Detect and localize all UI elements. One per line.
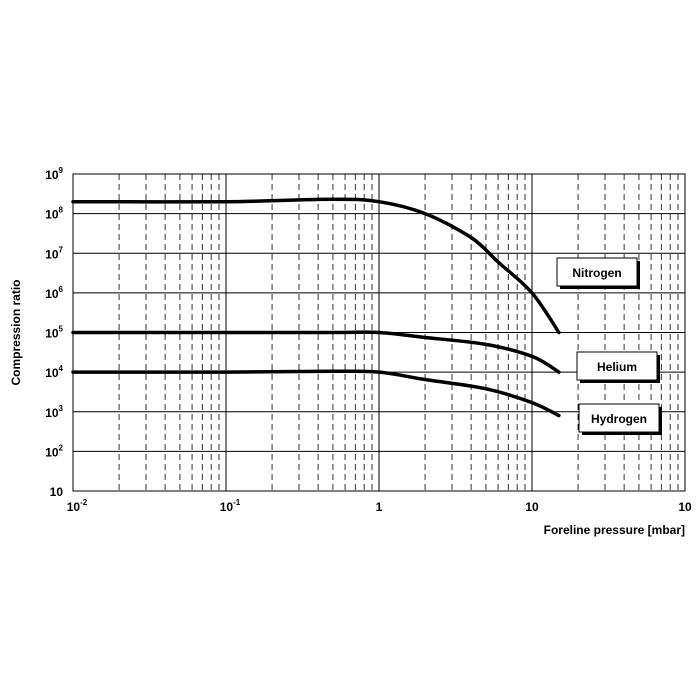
legend-box (578, 403, 660, 433)
y-tick-labels: 10 102 103 104 105 106 107 108 109 (45, 166, 63, 499)
y-tick-label: 103 (45, 404, 63, 420)
x-tick-label: 10-2 (67, 498, 88, 514)
y-tick-label: 106 (45, 285, 63, 301)
y-axis-title: Compression ratio (9, 279, 23, 385)
legend-label-nitrogen: Nitrogen (556, 257, 640, 289)
legend-text: Nitrogen (572, 266, 621, 280)
y-tick-label: 104 (45, 364, 63, 380)
legend-box (576, 351, 658, 381)
x-tick-label: 10 (678, 500, 692, 514)
x-tick-label: 10-1 (220, 498, 241, 514)
series-line-hydrogen (71, 369, 561, 418)
x-tick-label: 1 (376, 500, 383, 514)
legend-text: Helium (597, 360, 637, 374)
series (71, 197, 561, 418)
x-tick-labels: 10-2 10-1 1 10 10 (67, 498, 692, 514)
x-tick-label: 10 (525, 500, 539, 514)
legend-box (556, 257, 638, 287)
y-tick-label: 105 (45, 325, 63, 341)
y-tick-label: 10 (50, 485, 64, 499)
legend-label-helium: Helium (576, 351, 660, 383)
series-line-helium (71, 330, 561, 374)
legend-text: Hydrogen (591, 412, 647, 426)
y-tick-label: 108 (45, 206, 63, 222)
y-tick-label: 107 (45, 245, 63, 261)
legend-label-hydrogen: Hydrogen (578, 403, 662, 435)
x-axis-title: Foreline pressure [mbar] (544, 523, 685, 537)
legend-labels: Nitrogen Helium Hydrogen (556, 257, 662, 435)
y-tick-label: 102 (45, 443, 63, 459)
y-tick-label: 109 (45, 166, 63, 182)
series-line-nitrogen (71, 197, 561, 335)
